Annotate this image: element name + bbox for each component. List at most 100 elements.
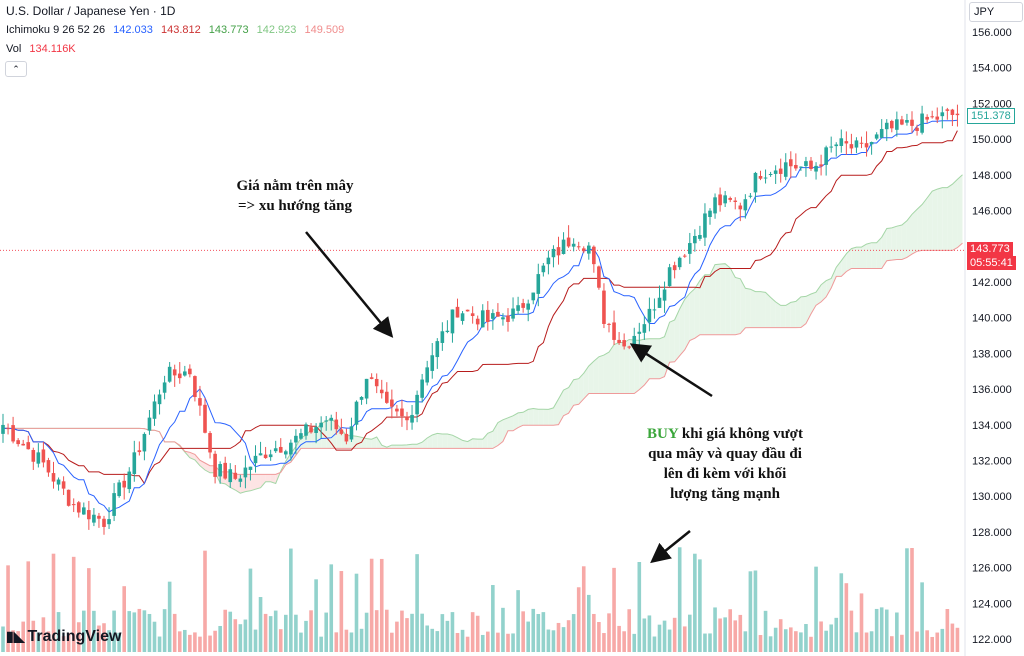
cloud-segment	[407, 444, 413, 449]
volume-bar	[607, 613, 611, 652]
volume-bar	[688, 614, 692, 652]
volume-bar	[400, 610, 404, 652]
cloud-segment	[679, 299, 685, 356]
volume-bar	[556, 622, 561, 652]
y-tick-label: 132.000	[972, 455, 1012, 467]
volume-bar	[66, 632, 71, 652]
volume-bar	[703, 633, 707, 652]
candle-body	[688, 243, 692, 254]
cloud-segment	[356, 436, 362, 449]
volume-bar	[253, 629, 258, 652]
volume-bar	[1, 626, 5, 652]
candle-body	[819, 164, 823, 167]
candle-body	[243, 467, 248, 478]
volume-bar	[511, 633, 515, 652]
candle-body	[294, 435, 298, 443]
cloud-segment	[816, 284, 822, 306]
volume-bar	[672, 617, 677, 652]
volume-bar	[783, 629, 788, 652]
volume-bar	[632, 633, 637, 652]
candle-body	[289, 442, 293, 455]
volume-bar	[804, 624, 808, 652]
volume-bar	[273, 610, 278, 652]
volume-bar	[97, 625, 101, 652]
cloud-segment	[482, 433, 488, 449]
currency-button[interactable]: JPY	[969, 2, 1023, 22]
cloud-segment	[452, 435, 458, 449]
candle-body	[804, 161, 808, 167]
cloud-segment	[614, 342, 620, 394]
candle-body	[344, 433, 349, 442]
volume-bar	[794, 631, 798, 652]
candle-body	[900, 119, 904, 125]
candle-body	[637, 331, 642, 334]
volume-bar	[758, 635, 763, 652]
candle-body	[157, 394, 162, 405]
candle-body	[248, 466, 253, 470]
volume-bar	[405, 618, 409, 652]
volume-bar	[895, 612, 899, 652]
volume-bar	[480, 634, 485, 652]
cloud-segment	[704, 274, 710, 335]
volume-bar	[627, 609, 631, 652]
candle-body	[627, 346, 631, 348]
candle-body	[314, 427, 318, 433]
volume-bar	[147, 613, 152, 652]
volume-bar	[950, 623, 955, 652]
candle-body	[273, 448, 278, 452]
ichimoku-value-kijun: 143.812	[160, 24, 201, 36]
candle-body	[748, 195, 753, 197]
volume-bar	[879, 607, 884, 652]
candle-body	[152, 401, 157, 419]
candle-body	[369, 377, 374, 379]
volume-bar	[491, 585, 495, 652]
candle-body	[379, 389, 384, 394]
volume-bar	[713, 607, 717, 652]
candle-body	[97, 515, 101, 519]
volume-bar	[228, 611, 233, 652]
volume-bar	[218, 625, 222, 652]
volume-bar	[87, 568, 91, 652]
volume-bar	[435, 631, 440, 652]
volume-bar	[102, 623, 106, 652]
volume-bar	[238, 624, 243, 652]
volume-bar	[31, 620, 36, 652]
volume-bar	[334, 632, 339, 652]
cloud-segment	[518, 412, 524, 428]
collapse-legend-button[interactable]: ⌃	[5, 61, 27, 77]
volume-bar	[354, 573, 359, 652]
volume-bar	[834, 617, 839, 652]
y-tick-label: 146.000	[972, 206, 1012, 218]
candle-body	[854, 140, 859, 148]
candle-body	[1, 424, 5, 434]
candle-body	[768, 173, 773, 175]
candle-body	[602, 290, 606, 324]
cloud-segment	[644, 338, 650, 385]
ichimoku-value-chikou: 143.773	[208, 24, 249, 36]
candle-body	[425, 367, 429, 383]
candle-body	[647, 308, 652, 323]
cloud-segment	[871, 242, 877, 269]
cloud-segment	[846, 248, 852, 272]
y-tick-label: 122.000	[972, 634, 1012, 646]
tradingview-logo-icon: ▮◣	[6, 628, 25, 644]
candle-body	[334, 419, 339, 430]
candle-body	[445, 330, 450, 333]
annotation-buy-line1: khi giá không vượt	[678, 426, 803, 442]
volume-bar	[475, 615, 480, 652]
candle-body	[561, 239, 566, 255]
cloud-segment	[765, 292, 771, 328]
candle-body	[430, 355, 435, 371]
cloud-segment	[437, 433, 443, 449]
volume-bar	[193, 632, 197, 652]
candle-body	[536, 274, 541, 294]
volume-bar	[900, 634, 904, 652]
volume-bar	[667, 629, 672, 652]
candle-body	[672, 265, 677, 271]
candle-body	[940, 112, 945, 117]
candle-body	[405, 416, 409, 421]
volume-bar	[748, 571, 753, 652]
cloud-segment	[876, 237, 882, 269]
y-tick-label: 126.000	[972, 563, 1012, 575]
